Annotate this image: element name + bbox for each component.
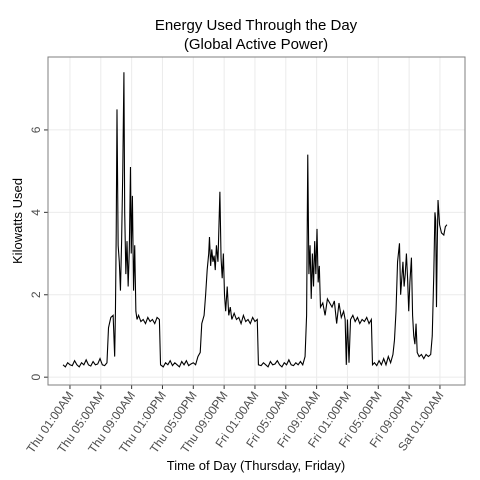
y-tick-label: 0 (29, 374, 43, 381)
power-line (62, 72, 448, 368)
plot-border (47, 56, 466, 386)
y-tick-label: 2 (29, 291, 43, 298)
chart-subtitle: (Global Active Power) (184, 36, 328, 53)
y-tick-label: 4 (29, 209, 43, 216)
chart-title: Energy Used Through the Day (155, 17, 358, 34)
y-tick-label: 6 (29, 126, 43, 133)
y-axis-title: Kilowatts Used (10, 178, 25, 264)
x-axis-title: Time of Day (Thursday, Friday) (167, 458, 345, 473)
